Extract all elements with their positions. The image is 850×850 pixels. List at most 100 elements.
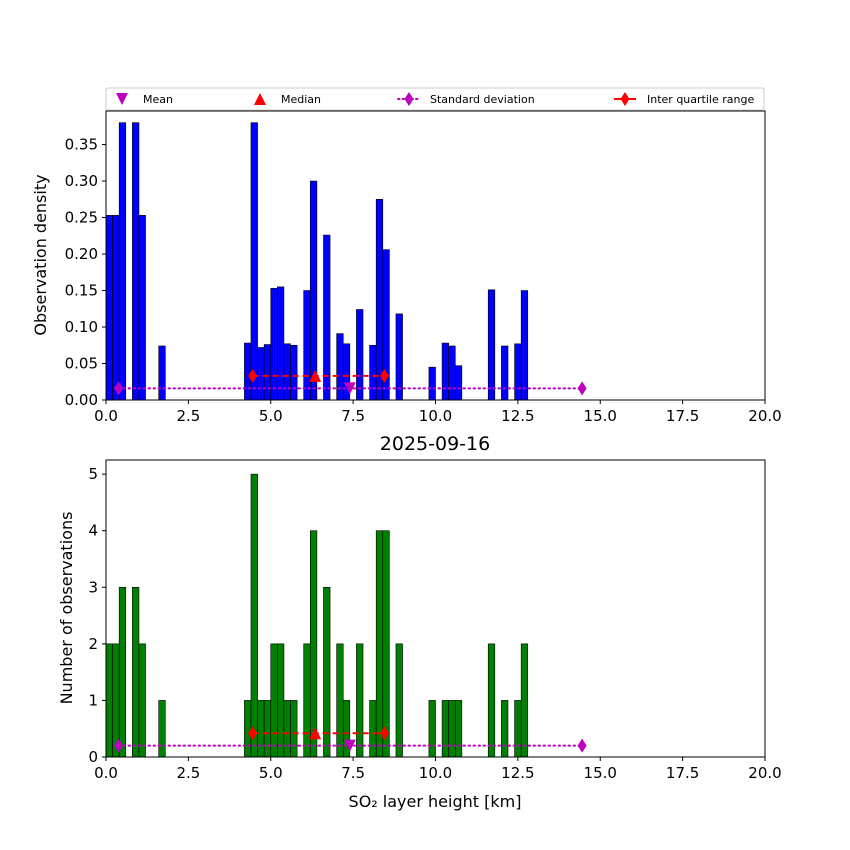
median-marker xyxy=(309,369,322,382)
legend-std-marker-icon xyxy=(397,92,421,106)
histogram-bar xyxy=(375,199,384,401)
histogram-bar xyxy=(138,215,146,401)
y-tick-label: 4 xyxy=(88,522,98,540)
top-panel: 0.0 2.5 5.0 7.5 10.0 12.5 15.0 17.5 20.0 0.00 0.05… xyxy=(65,110,782,425)
histogram-bar xyxy=(277,286,285,401)
y-tick-label: 1 xyxy=(88,691,98,709)
legend-frame xyxy=(105,87,765,111)
legend-mean-marker-icon xyxy=(116,93,128,105)
x-tick-label: 2.5 xyxy=(176,407,200,425)
x-tick-label: 20.0 xyxy=(748,764,781,782)
histogram-bar xyxy=(263,700,272,758)
iqr-marker-low xyxy=(248,368,258,383)
iqr-marker-low xyxy=(248,726,258,741)
median-marker xyxy=(309,727,322,740)
histogram-bar xyxy=(303,643,311,758)
legend-median-triangle-icon xyxy=(254,93,266,105)
histogram-bar xyxy=(487,643,496,758)
histogram-bar xyxy=(382,530,390,758)
iqr-marker-high xyxy=(379,726,389,741)
histogram-bar xyxy=(375,530,384,758)
histogram-bar xyxy=(283,700,291,758)
y-tick-label: 0.10 xyxy=(65,318,98,336)
x-tick-label: 12.5 xyxy=(501,764,534,782)
histogram-bar xyxy=(428,366,436,401)
histogram-bar xyxy=(428,700,436,758)
histogram-bar xyxy=(448,700,456,758)
y-tick-label: 0.20 xyxy=(65,245,98,263)
y-tick-label: 0.25 xyxy=(65,209,98,227)
histogram-bar xyxy=(250,473,258,758)
y-tick-label: 0.35 xyxy=(65,136,98,154)
axes-frame xyxy=(105,110,766,401)
legend: Mean Median Standard deviation Inter qua… xyxy=(105,87,765,111)
y-tick-label: 0 xyxy=(88,748,98,766)
x-tick-label: 10.0 xyxy=(419,407,452,425)
histogram-bar xyxy=(132,122,140,401)
legend-std-label: Standard deviation xyxy=(430,93,535,106)
histogram-bar xyxy=(290,700,298,758)
histogram-bar xyxy=(356,309,364,401)
y-tick-label: 2 xyxy=(88,635,98,653)
histogram-bar xyxy=(309,180,318,401)
std-marker-high xyxy=(577,738,587,753)
x-tick-label: 17.5 xyxy=(666,764,699,782)
legend-mean-triangle-icon xyxy=(116,93,128,105)
histogram-bar xyxy=(118,122,127,401)
y-tick-label: 5 xyxy=(88,465,98,483)
histogram-bar xyxy=(441,342,449,401)
histogram-bar xyxy=(105,643,113,758)
y-tick-label: 0.05 xyxy=(65,355,98,373)
histogram-bar xyxy=(441,700,449,758)
histogram-bar xyxy=(454,365,463,401)
x-tick-label: 7.5 xyxy=(341,764,365,782)
x-tick-label: 15.0 xyxy=(584,407,617,425)
histogram-bar xyxy=(323,586,331,758)
x-tick-label: 20.0 xyxy=(748,407,781,425)
legend-mean-label: Mean xyxy=(143,93,173,106)
histogram-bar xyxy=(520,290,529,401)
legend-std-diamond-icon xyxy=(404,92,414,106)
std-marker-high xyxy=(577,381,587,396)
x-tick-label: 12.5 xyxy=(501,407,534,425)
y-tick-label: 0.00 xyxy=(65,391,98,409)
legend-median-label: Median xyxy=(281,93,321,106)
std-marker-low xyxy=(114,738,124,753)
legend-iqr-label: Inter quartile range xyxy=(647,93,754,106)
bottom-y-axis-label: Number of observations xyxy=(57,512,76,705)
mean-marker xyxy=(343,739,356,752)
x-tick-label: 7.5 xyxy=(341,407,365,425)
histogram-bar xyxy=(303,290,311,401)
x-tick-label: 17.5 xyxy=(666,407,699,425)
histogram-bar xyxy=(118,586,127,758)
histogram-bar xyxy=(132,586,140,758)
histogram-bar xyxy=(454,700,463,758)
histogram-bar xyxy=(263,344,272,401)
y-tick-label: 0.15 xyxy=(65,282,98,300)
histogram-bar xyxy=(514,343,522,401)
histogram-bar xyxy=(158,700,166,758)
iqr-marker-high xyxy=(379,368,389,383)
y-tick-label: 0.30 xyxy=(65,172,98,190)
legend-iqr-marker-icon xyxy=(614,92,636,106)
x-tick-label: 0.0 xyxy=(94,407,118,425)
y-tick-label: 3 xyxy=(88,578,98,596)
histogram-bar xyxy=(112,215,120,401)
histogram-bar xyxy=(244,342,252,401)
histogram-bar xyxy=(448,345,456,401)
histogram-bar xyxy=(336,643,344,758)
x-tick-label: 5.0 xyxy=(259,764,283,782)
std-marker-low xyxy=(114,381,124,396)
histogram-bar xyxy=(257,700,265,758)
histogram-bar xyxy=(336,333,344,401)
legend-median-marker-icon xyxy=(254,93,266,105)
histogram-bar xyxy=(138,643,146,758)
x-tick-label: 15.0 xyxy=(584,764,617,782)
x-tick-label: 2.5 xyxy=(176,764,200,782)
bottom-x-axis-label: SO₂ layer height [km] xyxy=(349,792,522,811)
histogram-bar xyxy=(283,343,291,401)
histogram-bar xyxy=(277,643,285,758)
mean-marker xyxy=(343,382,356,395)
histogram-bar xyxy=(501,345,509,401)
